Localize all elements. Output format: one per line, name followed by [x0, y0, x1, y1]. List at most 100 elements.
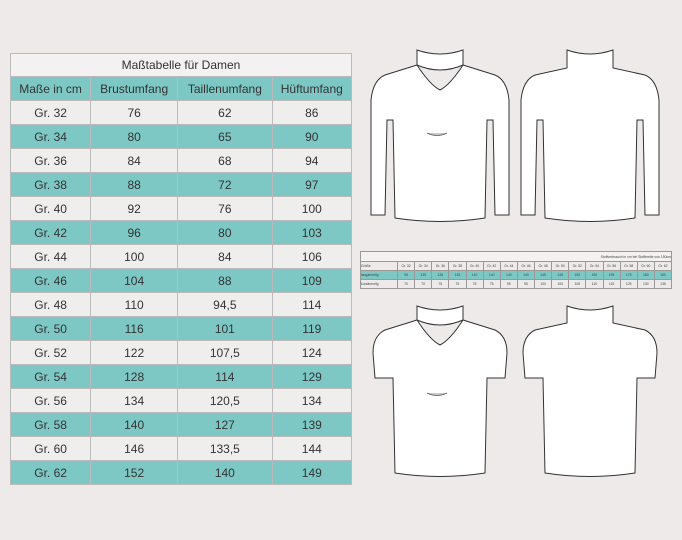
- table-cell: 128: [90, 364, 179, 389]
- column-header: Hüftumfang: [271, 76, 353, 101]
- table-row: Gr. 56 134 120,5 134: [9, 388, 353, 413]
- table-cell: 92: [90, 196, 179, 221]
- table-cell: 62: [177, 100, 273, 125]
- long-sleeve-back-drawing: [520, 49, 660, 222]
- fabric-cell: 125: [619, 279, 638, 289]
- table-cell: 86: [271, 100, 353, 125]
- fabric-cell: 155: [602, 270, 621, 280]
- size-cell: Gr. 60: [636, 261, 655, 271]
- fabric-cell: 175: [619, 270, 638, 280]
- size-cell: Gr. 58: [619, 261, 638, 271]
- table-cell: 97: [271, 172, 353, 197]
- size-cell: Gr. 42: [482, 261, 501, 271]
- fabric-cell: 135: [448, 270, 467, 280]
- table-cell: 72: [177, 172, 273, 197]
- fabric-cell: 180: [653, 270, 673, 280]
- table-cell: Gr. 42: [9, 220, 92, 245]
- fabric-cell: 145: [533, 270, 553, 280]
- table-cell: Gr. 54: [9, 364, 92, 389]
- fabric-row: kurzärmelig 70 70 75 75 75 75 95 95 100 100 105 110 1…: [360, 279, 673, 289]
- fabric-cell: 75: [482, 279, 501, 289]
- table-cell: Gr. 62: [9, 460, 92, 485]
- column-header: Brustumfang: [90, 76, 179, 101]
- table-cell: 140: [177, 460, 273, 485]
- table-cell: 139: [271, 412, 353, 437]
- table-cell: 84: [177, 244, 273, 269]
- table-cell: 120,5: [177, 388, 273, 413]
- table-row: Gr. 32 76 62 86: [9, 100, 353, 125]
- table-cell: 76: [90, 100, 179, 125]
- table-cell: Gr. 48: [9, 292, 92, 317]
- row-label: langarmelig: [360, 270, 398, 280]
- table-cell: 144: [271, 436, 353, 461]
- table-cell: 129: [271, 364, 353, 389]
- table-cell: 114: [271, 292, 353, 317]
- size-cell: Gr. 62: [653, 261, 673, 271]
- table-cell: 94: [271, 148, 353, 173]
- table-cell: Gr. 44: [9, 244, 92, 269]
- table-cell: 80: [177, 220, 273, 245]
- fabric-caption-row: Stoffverbrauch in cm bei Stoffbreite von…: [360, 251, 672, 262]
- table-cell: 68: [177, 148, 273, 173]
- table-cell: 90: [271, 124, 353, 149]
- size-cell: Gr. 34: [414, 261, 433, 271]
- table-cell: 80: [90, 124, 179, 149]
- table-cell: Gr. 60: [9, 436, 92, 461]
- fabric-cell: 130: [636, 279, 655, 289]
- table-row: Gr. 60 146 133,5 144: [9, 436, 353, 461]
- table-cell: Gr. 56: [9, 388, 92, 413]
- fabric-cell: 75: [448, 279, 467, 289]
- table-cell: 65: [177, 124, 273, 149]
- size-cell: Gr. 56: [602, 261, 621, 271]
- column-header: Maße in cm: [9, 76, 92, 101]
- fabric-cell: 150: [585, 270, 604, 280]
- size-cell: Gr. 32: [396, 261, 416, 271]
- size-cell: Gr. 40: [465, 261, 484, 271]
- size-cell: Gr. 48: [533, 261, 553, 271]
- table-cell: 94,5: [177, 292, 273, 317]
- table-cell: 134: [271, 388, 353, 413]
- size-cell: Gr. 44: [499, 261, 518, 271]
- table-cell: 88: [90, 172, 179, 197]
- table-row: Gr. 62 152 140 149: [9, 460, 353, 485]
- table-row: Gr. 36 84 68 94: [9, 148, 353, 173]
- table-cell: 106: [271, 244, 353, 269]
- fabric-cell: 140: [516, 270, 536, 280]
- table-row: Gr. 44 100 84 106: [9, 244, 353, 269]
- table-cell: Gr. 38: [9, 172, 92, 197]
- long-sleeve-front-drawing: [370, 49, 510, 222]
- table-cell: 96: [90, 220, 179, 245]
- short-sleeve-front-drawing: [372, 305, 508, 477]
- fabric-cell: 150: [568, 270, 587, 280]
- table-cell: 100: [90, 244, 179, 269]
- table-cell: 124: [271, 340, 353, 365]
- table-row: Gr. 58 140 127 139: [9, 412, 353, 437]
- table-cell: 114: [177, 364, 273, 389]
- size-cell: Gr. 50: [551, 261, 570, 271]
- table-cell: 103: [271, 220, 353, 245]
- fabric-row: langarmelig 95 135 135 135 140 140 140 140 145 145…: [360, 270, 673, 280]
- table-row: Gr. 54 128 114 129: [9, 364, 353, 389]
- fabric-size-row: Größe Gr. 32 Gr. 34 Gr. 36 Gr. 38 Gr. 40 Gr. 4…: [360, 261, 673, 271]
- table-row: Gr. 52 122 107,5 124: [9, 340, 353, 365]
- table-cell: Gr. 58: [9, 412, 92, 437]
- table-cell: 107,5: [177, 340, 273, 365]
- size-cell: Gr. 52: [568, 261, 587, 271]
- fabric-cell: 135: [414, 270, 433, 280]
- size-cell: Gr. 54: [585, 261, 604, 271]
- column-header: Taillenumfang: [177, 76, 273, 101]
- fabric-cell: 95: [499, 279, 518, 289]
- fabric-cell: 140: [482, 270, 501, 280]
- fabric-cell: 75: [431, 279, 450, 289]
- size-chart-table: Maßtabelle für Damen Maße in cm Brustumfan…: [9, 53, 353, 485]
- table-row: Gr. 48 110 94,5 114: [9, 292, 353, 317]
- table-cell: Gr. 32: [9, 100, 92, 125]
- fabric-cell: 75: [465, 279, 484, 289]
- table-cell: 109: [271, 268, 353, 293]
- size-label: Größe: [360, 261, 398, 271]
- table-cell: 76: [177, 196, 273, 221]
- table-row: Gr. 38 88 72 97: [9, 172, 353, 197]
- table-cell: 116: [90, 316, 179, 341]
- table-cell: Gr. 36: [9, 148, 92, 173]
- table-cell: 149: [271, 460, 353, 485]
